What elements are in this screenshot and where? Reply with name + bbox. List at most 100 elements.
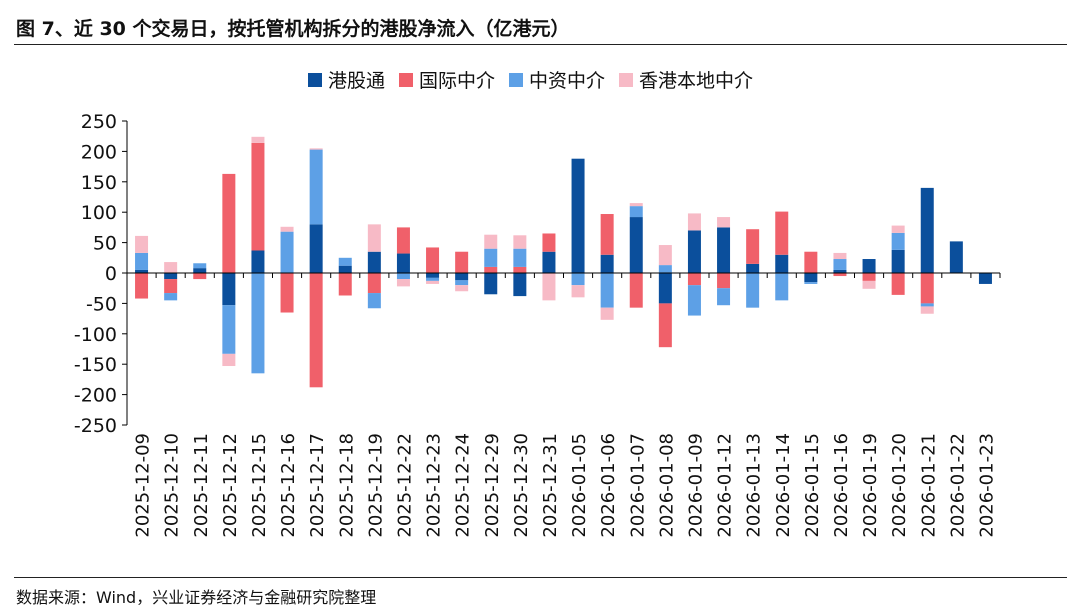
y-tick-label: 0 [105,263,117,285]
legend-swatch-hk-connect [308,73,322,87]
bar-segment-hk-local-broker [629,203,643,207]
bar-segment-china-broker [687,285,701,316]
x-tick-label: 2026-01-12 [715,433,736,538]
bar-segment-china-broker [804,282,818,284]
bar-segment-intl-broker [484,266,498,273]
bar-segment-hk-local-broker [920,306,934,314]
x-axis: 2025-12-09 2025-12-10 2025-12-11 2025-12-12… [126,272,1001,538]
bar-segment-hk-local-broker [891,225,905,233]
x-tick-label: 2026-01-09 [685,433,706,538]
bar-segment-china-broker [920,303,934,307]
bar-segment-hk-connect [367,251,381,273]
bar-segment-china-broker [164,293,178,301]
legend-label: 港股通 [328,70,385,92]
x-tick-label: 2026-01-07 [627,433,648,538]
bar-segment-intl-broker [280,273,294,313]
bar-segment-intl-broker [251,142,265,251]
bar-segment-china-broker [251,273,265,374]
bar-segment-hk-connect [164,273,178,280]
bar-segment-intl-broker [804,251,818,273]
bar-segment-intl-broker [833,273,847,277]
bar-segment-hk-connect [193,268,207,273]
bar-segment-china-broker [135,252,149,270]
bar-segment-hk-connect [484,273,498,295]
source-note: 数据来源：Wind，兴业证券经济与金融研究院整理 [16,588,377,607]
bar-segment-china-broker [717,288,731,306]
x-tick-label: 2025-12-12 [220,433,241,538]
bar-segment-china-broker [338,257,352,266]
bar-segment-china-broker [891,232,905,250]
legend-swatch-china-broker [509,73,523,87]
bar-segment-china-broker [396,273,410,280]
bar-segment-intl-broker [542,233,556,252]
x-tick-label: 2026-01-05 [569,433,590,538]
bar-segment-hk-connect [891,249,905,273]
x-tick-label: 2025-12-11 [191,433,212,538]
legend-label: 国际中介 [419,70,495,92]
bar-segment-hk-connect [542,251,556,273]
bar-segment-intl-broker [746,229,760,264]
bar-segment-intl-broker [309,273,323,388]
bar-segment-hk-local-broker [280,226,294,232]
bar-segment-hk-connect [746,263,760,273]
x-tick-label: 2025-12-18 [336,433,357,538]
legend-label: 中资中介 [529,70,605,92]
bar-segment-hk-connect [862,259,876,273]
bar-segment-hk-connect [251,250,265,273]
bar-segment-intl-broker [775,211,789,255]
bar-segment-hk-local-broker [542,273,556,301]
y-tick-label: -200 [74,385,117,407]
bar-segment-china-broker [367,293,381,309]
bar-segment-hk-local-broker [600,307,614,320]
bar-segment-intl-broker [455,251,469,273]
x-tick-label: 2025-12-29 [482,433,503,538]
bar-segment-hk-connect [222,273,236,306]
bar-segment-intl-broker [513,266,527,273]
bar-segment-intl-broker [367,273,381,294]
x-tick-label: 2025-12-19 [365,433,386,538]
bar-segment-china-broker [280,231,294,273]
bar-segment-hk-local-broker [164,262,178,273]
bar-segment-hk-connect [426,273,440,278]
bar-segment-intl-broker [164,279,178,294]
x-tick-label: 2025-12-09 [133,433,154,538]
bar-segment-hk-connect [804,273,818,283]
bar-segment-china-broker [309,149,323,225]
x-tick-label: 2025-12-16 [278,433,299,538]
bar-segment-intl-broker [891,273,905,295]
bar-segment-hk-connect [600,254,614,273]
bar-segment-china-broker [513,248,527,267]
bar-segment-intl-broker [338,273,352,296]
bar-segment-intl-broker [135,273,149,299]
bar-segment-china-broker [833,259,847,270]
y-tick-label: -50 [86,293,117,315]
bar-segment-hk-connect [338,265,352,273]
bar-segment-intl-broker [193,273,207,280]
bar-segment-china-broker [455,280,469,286]
bar-segment-china-broker [658,265,672,273]
bar-segment-hk-local-broker [367,224,381,252]
bar-segment-hk-connect [455,273,469,281]
bar-segment-hk-local-broker [455,285,469,292]
bar-segment-hk-connect [658,273,672,304]
bar-segment-china-broker [222,305,236,354]
bar-segment-hk-connect [513,273,527,297]
bar-segment-hk-local-broker [658,245,672,266]
title-rule [14,44,1067,45]
bar-segment-hk-local-broker [717,217,731,228]
bar-segment-hk-connect [135,269,149,273]
y-tick-label: 150 [81,172,117,194]
x-tick-label: 2026-01-06 [598,433,619,538]
x-tick-label: 2025-12-17 [307,433,328,538]
legend-swatch-intl-broker [399,73,413,87]
x-tick-label: 2025-12-30 [511,433,532,538]
bar-segment-intl-broker [222,173,236,273]
bar-segment-intl-broker [426,247,440,273]
x-tick-label: 2026-01-15 [802,433,823,538]
x-tick-label: 2025-12-23 [424,433,445,538]
bar-segment-intl-broker [862,273,876,281]
y-axis: 250 200 150 100 50 0 -50 -100 -150 -200 -250 [74,111,128,437]
x-tick-label: 2026-01-19 [860,433,881,538]
x-tick-label: 2026-01-08 [656,433,677,538]
legend-swatch-hk-local-broker [619,73,633,87]
